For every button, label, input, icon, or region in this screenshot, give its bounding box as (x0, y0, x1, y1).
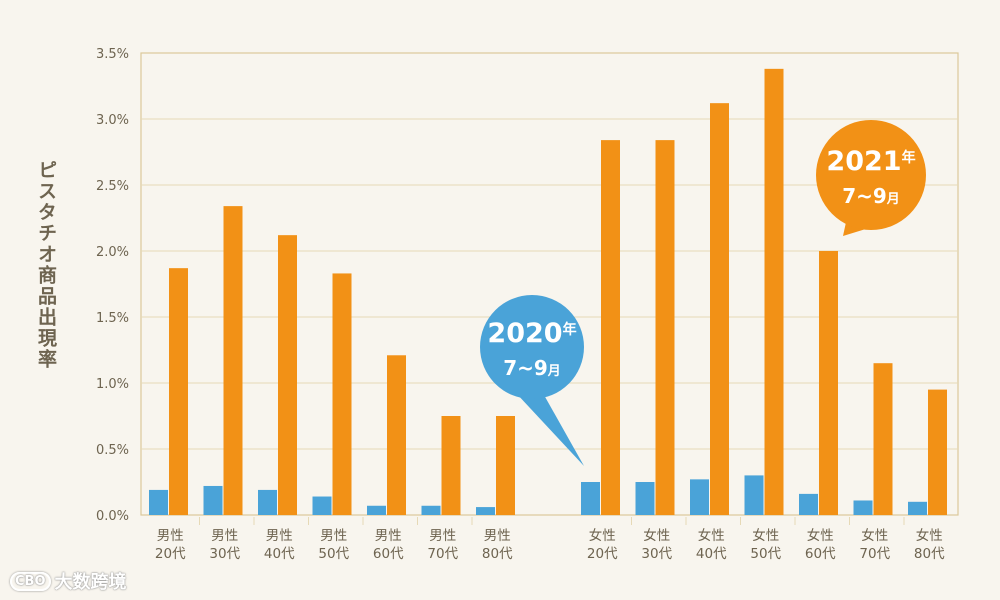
bar (635, 482, 655, 515)
x-tick-label: 女性 (698, 527, 725, 544)
bar (421, 505, 441, 515)
y-tick-label: 1.0% (96, 377, 129, 392)
bar (928, 389, 947, 515)
x-tick-label: 60代 (805, 546, 836, 562)
x-tick-label: 80代 (914, 546, 945, 562)
bar (799, 493, 818, 515)
x-tick-label: 女性 (861, 527, 888, 544)
bar (367, 505, 386, 515)
bar (710, 103, 729, 515)
callout-bubble (480, 295, 584, 399)
bar (908, 501, 927, 515)
watermark: CBO 大数跨境 (10, 568, 127, 594)
x-tick-label: 女性 (916, 527, 943, 544)
watermark-text: 大数跨境 (54, 572, 127, 593)
x-tick-label: 20代 (587, 546, 618, 562)
plot-frame (140, 52, 959, 516)
watermark-logo: CBO (10, 571, 51, 591)
x-tick-label: 女性 (752, 527, 779, 544)
bar (258, 489, 277, 515)
callout-bubble (816, 120, 926, 230)
x-tick-label: 30代 (209, 546, 240, 562)
bar (169, 268, 188, 515)
bar (203, 485, 223, 515)
y-tick-label: 2.5% (96, 179, 129, 194)
x-tick-label: 男性 (266, 528, 293, 544)
legend-callout-2020: 2020年 7~9月 (480, 295, 584, 466)
bar (312, 496, 332, 515)
y-tick-label: 0.5% (96, 443, 129, 458)
y-tick-label: 1.5% (96, 311, 129, 326)
x-tick-label: 40代 (696, 546, 727, 562)
callout-tail (516, 393, 584, 466)
bar (853, 500, 873, 515)
x-tick-label: 男性 (429, 528, 456, 544)
bar (149, 489, 168, 515)
x-tick-label: 80代 (482, 546, 513, 562)
y-axis-title: ピスタチオ商品出現率 (35, 160, 57, 370)
bar (278, 235, 297, 515)
callout-month: 7~9月 (503, 356, 561, 380)
y-tick-label: 0.0% (96, 509, 129, 524)
x-tick-label: 男性 (157, 528, 184, 544)
x-tick-label: 50代 (750, 546, 781, 562)
x-tick-label: 20代 (155, 546, 186, 562)
bar (332, 273, 352, 515)
bar (223, 206, 243, 515)
callout-year: 2020年 (487, 318, 576, 349)
legend-callout-2021: 2021年 7~9月 (816, 120, 926, 236)
bar (690, 479, 709, 515)
bar (441, 416, 461, 515)
y-tick-label: 3.5% (96, 47, 129, 62)
bar (601, 140, 620, 515)
bar (744, 475, 764, 515)
x-tick-label: 70代 (427, 546, 458, 562)
bar (873, 363, 893, 515)
x-tick-label: 女性 (807, 527, 834, 544)
bar (819, 251, 838, 515)
x-tick-label: 女性 (643, 527, 670, 544)
callout-month: 7~9月 (842, 184, 900, 208)
bar (581, 482, 600, 515)
callout-year: 2021年 (826, 146, 915, 177)
x-tick-label: 男性 (484, 528, 511, 544)
bar (387, 355, 406, 515)
x-tick-label: 30代 (641, 546, 672, 562)
y-tick-label: 2.0% (96, 245, 129, 260)
bar (764, 68, 784, 515)
x-tick-label: 男性 (320, 528, 347, 544)
x-tick-label: 男性 (375, 528, 402, 544)
bar (496, 416, 515, 515)
bar (476, 507, 495, 515)
x-tick-label: 50代 (318, 546, 349, 562)
y-tick-label: 3.0% (96, 113, 129, 128)
x-tick-label: 女性 (589, 527, 616, 544)
bar (655, 140, 675, 515)
x-tick-label: 40代 (264, 546, 295, 562)
x-tick-label: 70代 (859, 546, 890, 562)
x-tick-label: 男性 (211, 528, 238, 544)
x-tick-label: 60代 (373, 546, 404, 562)
